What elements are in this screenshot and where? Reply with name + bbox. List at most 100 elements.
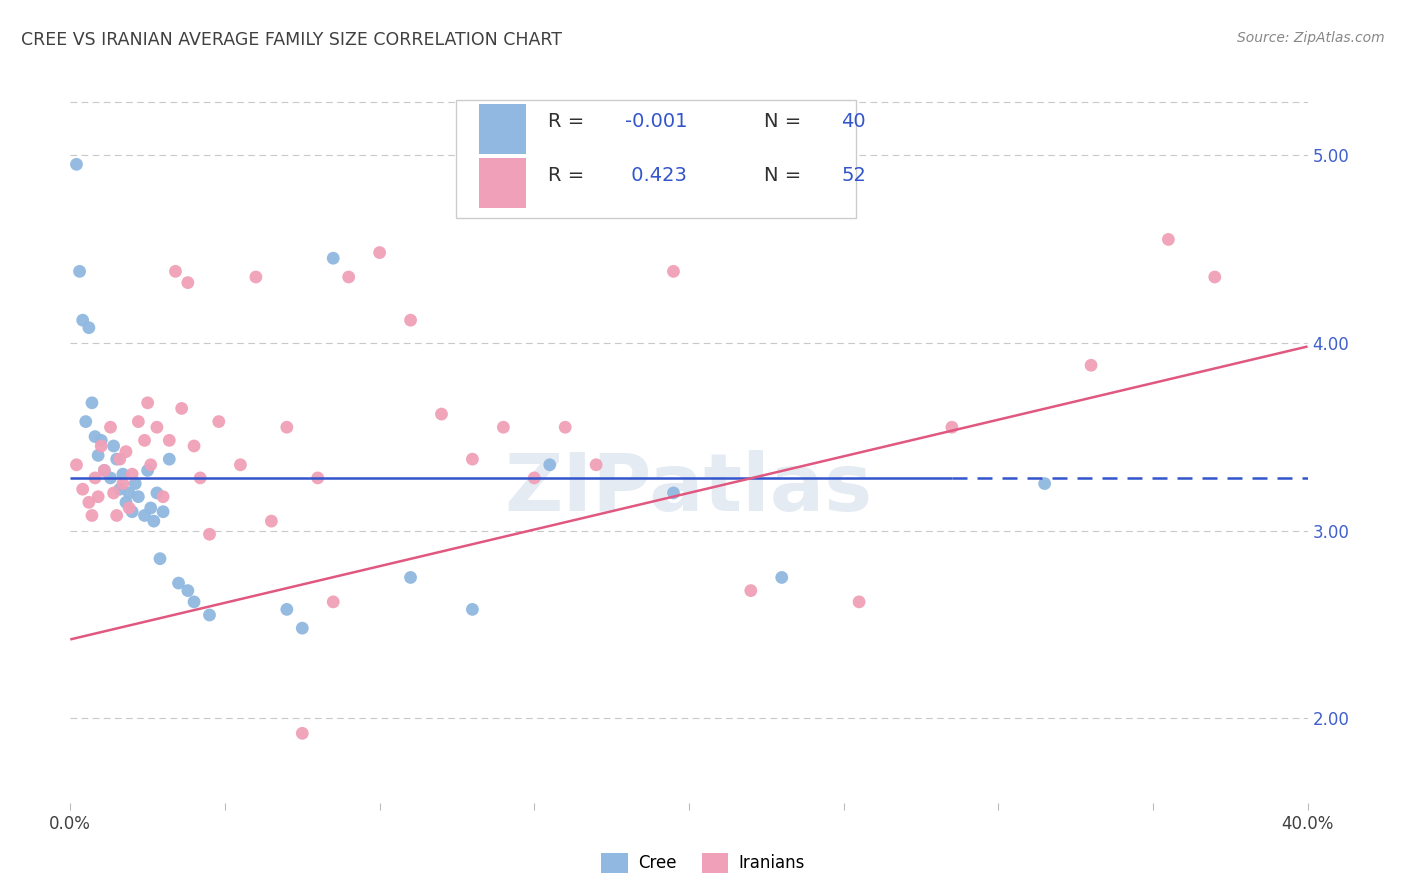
Point <box>322 251 344 265</box>
Text: 40: 40 <box>841 112 866 130</box>
Point <box>165 264 187 278</box>
Point <box>127 490 149 504</box>
Point <box>105 508 128 523</box>
Point <box>208 415 231 429</box>
Point <box>276 420 298 434</box>
Text: CREE VS IRANIAN AVERAGE FAMILY SIZE CORRELATION CHART: CREE VS IRANIAN AVERAGE FAMILY SIZE CORR… <box>21 31 562 49</box>
Point <box>177 276 200 290</box>
Point <box>75 415 97 429</box>
Point <box>941 420 963 434</box>
Point <box>740 583 762 598</box>
Point <box>146 486 169 500</box>
Point <box>72 482 94 496</box>
Point <box>307 471 329 485</box>
Text: Source: ZipAtlas.com: Source: ZipAtlas.com <box>1237 31 1385 45</box>
Point <box>322 595 344 609</box>
Text: R =: R = <box>548 112 591 130</box>
FancyBboxPatch shape <box>457 100 856 218</box>
Point <box>118 486 141 500</box>
Point <box>770 570 793 584</box>
Point <box>127 415 149 429</box>
Point <box>77 320 100 334</box>
Point <box>108 452 131 467</box>
Point <box>100 471 122 485</box>
Point <box>554 420 576 434</box>
Point <box>142 514 165 528</box>
Point <box>291 621 314 635</box>
Point <box>103 439 125 453</box>
Point <box>1157 232 1180 246</box>
Point <box>69 264 91 278</box>
Legend: Cree, Iranians: Cree, Iranians <box>595 847 811 880</box>
Point <box>157 452 180 467</box>
Point <box>87 490 110 504</box>
Point <box>662 486 685 500</box>
Point <box>198 607 221 622</box>
Point <box>245 270 267 285</box>
Point <box>461 602 484 616</box>
Point <box>170 401 193 416</box>
Text: -0.001: -0.001 <box>624 112 688 130</box>
Point <box>111 467 134 482</box>
Point <box>538 458 561 472</box>
Point <box>662 264 685 278</box>
Text: ZIPatlas: ZIPatlas <box>505 450 873 528</box>
Point <box>93 463 115 477</box>
Point <box>260 514 283 528</box>
Point <box>103 486 125 500</box>
Point <box>65 157 87 171</box>
Point <box>90 439 112 453</box>
Text: 52: 52 <box>841 166 866 185</box>
Point <box>399 570 422 584</box>
Point <box>152 505 174 519</box>
Point <box>1204 270 1226 285</box>
Point <box>80 396 103 410</box>
Point <box>188 471 211 485</box>
Point <box>124 476 146 491</box>
Point <box>157 434 180 448</box>
Point <box>121 467 143 482</box>
Point <box>276 602 298 616</box>
Text: 0.423: 0.423 <box>624 166 686 185</box>
Point <box>167 576 190 591</box>
Point <box>492 420 515 434</box>
Point <box>461 452 484 467</box>
Point <box>115 444 138 458</box>
Point <box>72 313 94 327</box>
Text: R =: R = <box>548 166 591 185</box>
Point <box>399 313 422 327</box>
Point <box>291 726 314 740</box>
Point <box>65 458 87 472</box>
Point <box>149 551 172 566</box>
Point <box>134 434 156 448</box>
Point <box>100 420 122 434</box>
Text: N =: N = <box>765 112 808 130</box>
Point <box>368 245 391 260</box>
Point <box>115 495 138 509</box>
Point <box>139 458 162 472</box>
Point <box>183 595 205 609</box>
Point <box>118 500 141 515</box>
Point <box>152 490 174 504</box>
Point <box>183 439 205 453</box>
Text: N =: N = <box>765 166 808 185</box>
Point <box>111 476 134 491</box>
Point <box>136 463 159 477</box>
Point <box>84 429 107 443</box>
Point <box>93 463 115 477</box>
Point <box>177 583 200 598</box>
Point <box>90 434 112 448</box>
Point <box>229 458 252 472</box>
Point <box>430 407 453 421</box>
Bar <box>478 158 526 208</box>
Point <box>585 458 607 472</box>
Point <box>84 471 107 485</box>
Point <box>523 471 546 485</box>
Point <box>337 270 360 285</box>
Point <box>134 508 156 523</box>
Point <box>146 420 169 434</box>
Point <box>108 482 131 496</box>
Point <box>121 505 143 519</box>
Point <box>136 396 159 410</box>
Point <box>80 508 103 523</box>
